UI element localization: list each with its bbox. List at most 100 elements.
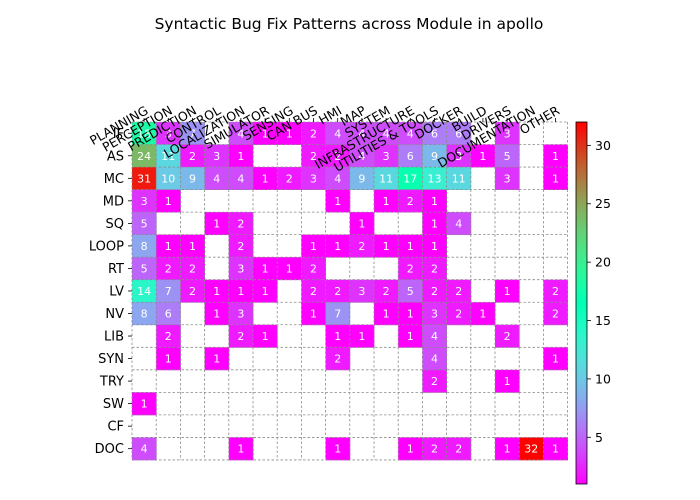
cell-value-label: 2 <box>431 443 438 456</box>
cell-value-label: 4 <box>237 172 244 185</box>
heatmap-cell <box>277 167 302 190</box>
cell-value-label: 1 <box>431 195 438 208</box>
heatmap-cell <box>156 257 181 281</box>
cell-value-label: 2 <box>237 240 244 253</box>
cell-value-label: 1 <box>358 217 365 230</box>
heatmap-cell <box>374 279 399 303</box>
heatmap-cell <box>374 144 399 168</box>
cell-value-label: 4 <box>455 217 462 230</box>
heatmap-cell <box>277 122 302 145</box>
heatmap-cell <box>325 437 351 461</box>
heatmap-cell <box>446 144 472 168</box>
heatmap-cell <box>422 234 447 258</box>
cell-value-label: 3 <box>504 127 511 140</box>
cell-value-label: 1 <box>141 398 148 411</box>
heatmap-cell <box>180 234 205 258</box>
heatmap-cell <box>349 122 375 145</box>
heatmap-cell <box>519 437 544 461</box>
cell-value-label: 2 <box>189 150 196 163</box>
y-tick-label: IF <box>113 127 124 142</box>
cell-value-label: 4 <box>407 127 414 140</box>
colorbar-tick-label: 20 <box>595 255 611 270</box>
cell-value-label: 17 <box>403 172 417 185</box>
y-tick-label: SQ <box>106 217 124 232</box>
heatmap-cell <box>301 167 326 190</box>
heatmap-cell <box>446 279 472 303</box>
cell-value-label: 9 <box>358 172 365 185</box>
cell-value-label: 1 <box>213 353 220 366</box>
cell-value-label: 1 <box>407 308 414 321</box>
cell-value-label: 4 <box>237 127 244 140</box>
heatmap-cell <box>253 167 278 190</box>
heatmap-cell <box>446 167 472 190</box>
heatmap-cell <box>180 167 205 190</box>
cell-value-label: 4 <box>358 127 365 140</box>
heatmap-cell <box>398 257 423 281</box>
y-tick-label: SW <box>103 397 124 412</box>
cell-value-label: 1 <box>383 240 390 253</box>
cell-value-label: 3 <box>237 262 244 275</box>
y-tick-label: LV <box>109 284 124 299</box>
heatmap-cell <box>495 167 520 190</box>
y-tick-label: SYN <box>98 352 124 367</box>
heatmap-cell <box>446 212 472 236</box>
heatmap-cell <box>204 167 230 190</box>
cell-value-label: 24 <box>137 150 151 163</box>
cell-value-label: 3 <box>213 150 220 163</box>
cell-value-label: 2 <box>310 262 317 275</box>
heatmap-cell <box>180 279 205 303</box>
cell-value-label: 1 <box>213 285 220 298</box>
heatmap-cell <box>495 437 520 461</box>
cell-value-label: 1 <box>383 308 390 321</box>
colorbar-gradient <box>575 121 588 485</box>
cell-value-label: 3 <box>141 195 148 208</box>
cell-value-label: 10 <box>161 172 175 185</box>
heatmap-cell <box>422 437 447 461</box>
cell-value-label: 1 <box>504 285 511 298</box>
heatmap-cell <box>132 392 157 416</box>
cell-value-label: 2 <box>431 262 438 275</box>
heatmap-cell <box>132 212 157 236</box>
cell-value-label: 1 <box>165 240 172 253</box>
cell-value-label: 5 <box>141 262 148 275</box>
heatmap-cell <box>495 369 520 393</box>
cell-value-label: 2 <box>334 285 341 298</box>
cell-value-label: 2 <box>552 285 559 298</box>
cell-value-label: 1 <box>213 217 220 230</box>
cell-value-label: 3 <box>504 172 511 185</box>
cell-value-label: 3 <box>455 150 462 163</box>
heatmap-cell <box>398 437 423 461</box>
heatmap-cell <box>422 257 447 281</box>
heatmap-cell <box>253 257 278 281</box>
heatmap-cell <box>398 302 423 326</box>
heatmap-cell <box>422 144 447 168</box>
heatmap-cells <box>132 122 568 461</box>
cell-value-label: 2 <box>431 285 438 298</box>
heatmap-cell <box>132 302 157 326</box>
heatmap-cell <box>301 144 326 168</box>
cell-value-label: 9 <box>431 150 438 163</box>
heatmap-cell <box>325 122 351 145</box>
y-tick-label: NV <box>105 307 124 322</box>
cell-value-label: 3 <box>383 150 390 163</box>
heatmap-cell <box>228 167 254 190</box>
cell-value-label: 6 <box>455 127 462 140</box>
cell-value-label: 1 <box>213 308 220 321</box>
heatmap-cell <box>398 234 423 258</box>
cell-value-label: 1 <box>237 150 244 163</box>
cell-value-label: 1 <box>358 330 365 343</box>
heatmap-cell <box>543 167 568 190</box>
cell-value-label: 1 <box>383 195 390 208</box>
cell-value-label: 4 <box>334 127 341 140</box>
cell-value-label: 8 <box>141 308 148 321</box>
heatmap-cell <box>301 122 326 145</box>
cell-value-label: 2 <box>237 330 244 343</box>
y-axis: IF AS MC MD SQ LOOP RT LV NV LIB SYN TRY SW CF DOC <box>89 127 132 457</box>
y-tick-label: CF <box>107 420 124 435</box>
heatmap-cell <box>156 144 181 168</box>
heatmap-cell <box>374 167 399 190</box>
heatmap-cell <box>228 324 254 348</box>
heatmap-cell <box>132 167 157 190</box>
cell-value-label: 2 <box>431 375 438 388</box>
